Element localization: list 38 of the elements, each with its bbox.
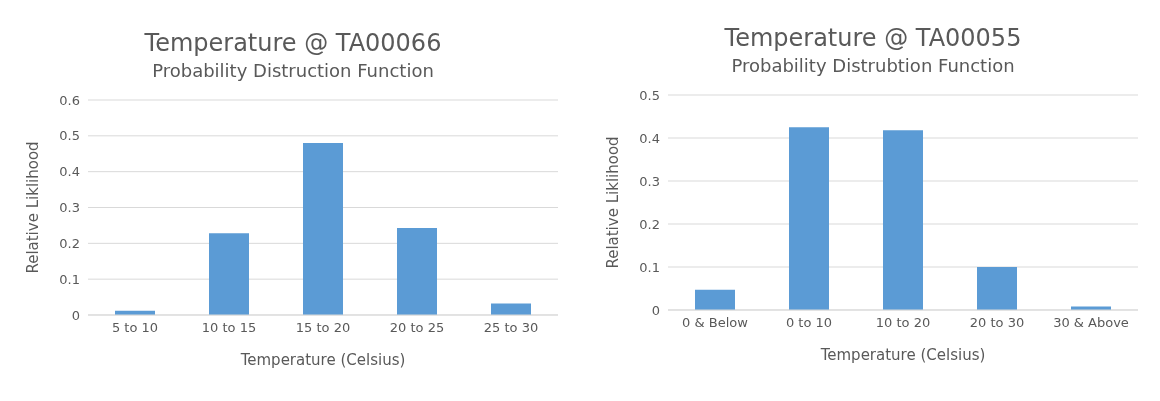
x-axis-title: Temperature (Celsius) (239, 351, 406, 369)
chart-title: Temperature @ TA00066 (143, 28, 443, 58)
x-tick-label: 10 to 15 (201, 320, 257, 336)
bar (883, 130, 923, 310)
x-tick-label: 20 to 25 (389, 320, 445, 336)
x-tick-label: 10 to 20 (875, 315, 931, 331)
chart-subtitle: Probability Distrubtion Function (730, 54, 1016, 78)
x-tick-label: 25 to 30 (483, 320, 539, 336)
bar (789, 127, 829, 310)
y-tick-label: 0.1 (639, 259, 660, 275)
y-tick-label: 0 (71, 307, 80, 323)
y-tick-label: 0 (651, 302, 660, 318)
bar (397, 227, 437, 315)
y-axis-title: Relative Liklihood (24, 141, 43, 274)
bar (695, 289, 735, 310)
bar (209, 233, 249, 315)
chart-title: Temperature @ TA00055 (723, 23, 1023, 53)
x-tick-label: 0 & Below (682, 315, 749, 331)
chart-subtitle: Probability Distruction Function (151, 59, 435, 83)
y-tick-label: 0.2 (59, 235, 80, 251)
x-axis-title: Temperature (Celsius) (819, 346, 986, 364)
y-tick-label: 0.4 (59, 164, 80, 180)
x-tick-label: 0 to 10 (785, 315, 833, 331)
x-tick-label: 15 to 20 (295, 320, 351, 336)
y-tick-label: 0.4 (639, 130, 660, 146)
y-axis-title: Relative Liklihood (604, 136, 623, 269)
y-tick-label: 0.1 (59, 271, 80, 287)
y-tick-label: 0.3 (59, 200, 80, 216)
y-tick-label: 0.6 (59, 92, 80, 108)
y-tick-label: 0.2 (639, 216, 660, 232)
y-tick-label: 0.5 (639, 87, 660, 103)
x-tick-label: 5 to 10 (111, 320, 159, 336)
y-tick-label: 0.3 (639, 173, 660, 189)
bar (303, 143, 343, 315)
x-tick-label: 30 & Above (1053, 315, 1129, 331)
bar (977, 267, 1017, 310)
y-tick-label: 0.5 (59, 128, 80, 144)
x-tick-label: 20 to 30 (969, 315, 1025, 331)
